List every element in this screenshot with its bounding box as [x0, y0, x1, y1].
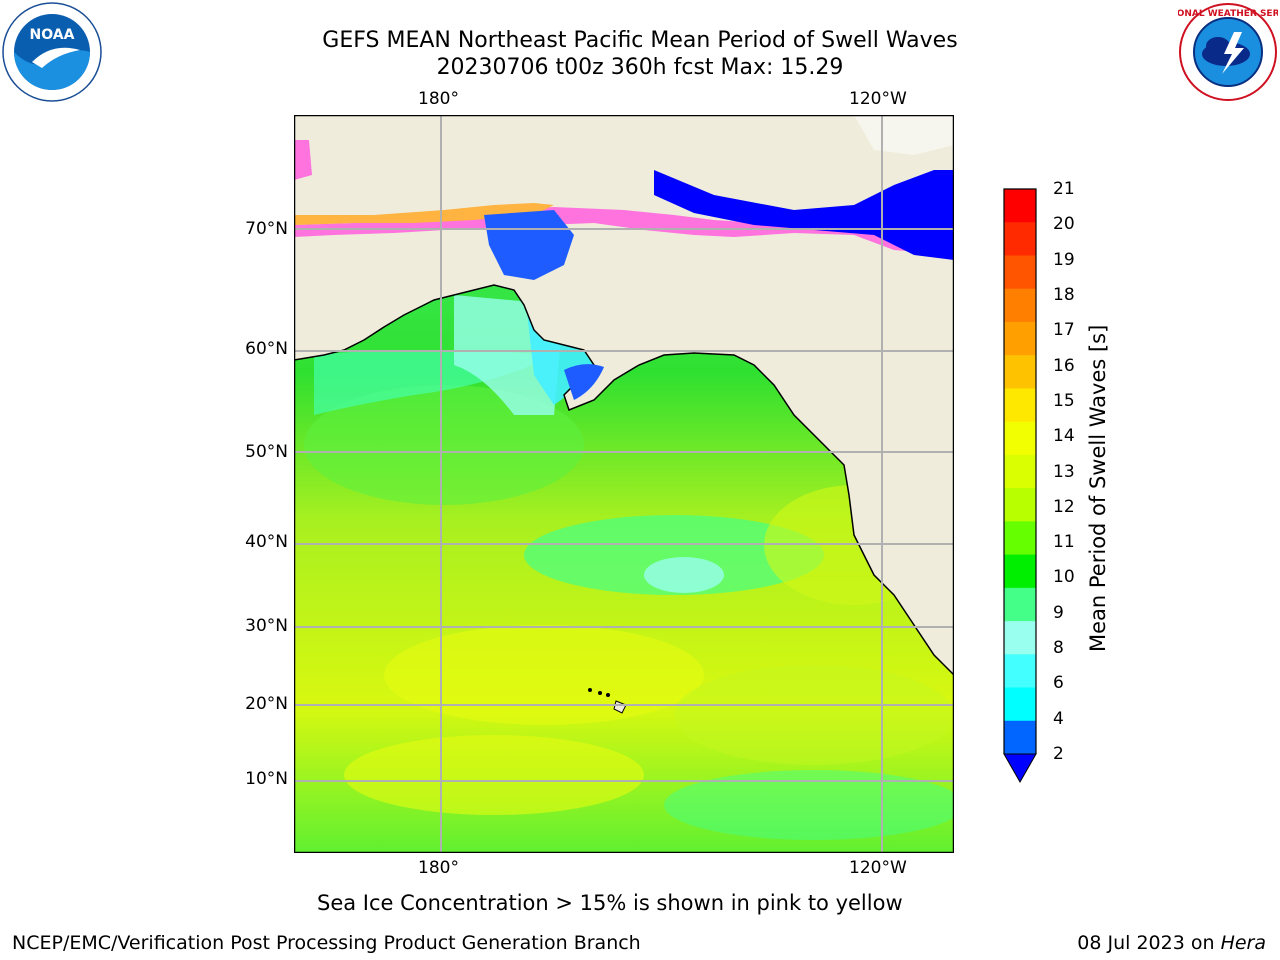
nws-logo: NATIONAL WEATHER SERVICE	[1153, 2, 1280, 102]
bottom-lon-label-120w: 120°W	[849, 858, 907, 878]
colorbar-swatch	[1004, 388, 1036, 423]
colorbar-tick-label: 20	[1053, 214, 1075, 235]
colorbar-title: Mean Period of Swell Waves [s]	[1086, 324, 1110, 652]
colorbar-tick-label: 11	[1053, 532, 1075, 553]
lat-label-50n: 50°N	[245, 442, 288, 462]
colorbar-tick-label: 8	[1053, 638, 1064, 659]
page-subtitle: 20230706 t00z 360h fcst Max: 15.29	[436, 55, 844, 80]
svg-text:NATIONAL WEATHER SERVICE: NATIONAL WEATHER SERVICE	[1178, 9, 1278, 19]
colorbar-tick-label: 12	[1053, 496, 1075, 517]
map-panel	[293, 114, 964, 854]
colorbar-swatch	[1004, 288, 1036, 323]
colorbar-swatch	[1004, 488, 1036, 522]
footer-date: 08 Jul 2023 on Hera	[1077, 932, 1266, 954]
colorbar-frame	[1003, 188, 1037, 754]
low-period-zone-arctic	[654, 170, 954, 260]
colorbar-swatch	[1004, 521, 1036, 556]
colorbar-swatch	[1004, 454, 1036, 489]
footer-credit: NCEP/EMC/Verification Post Processing Pr…	[12, 932, 641, 954]
colorbar-tick-label: 9	[1053, 602, 1064, 623]
colorbar-swatch	[1004, 421, 1036, 456]
coastline	[293, 284, 955, 676]
colorbar-tick-label: 15	[1053, 390, 1075, 411]
colorbar	[1000, 185, 1050, 785]
colorbar-under-extension	[1003, 753, 1037, 784]
colorbar-tick-label: 2	[1053, 744, 1064, 764]
colorbar-swatch	[1004, 222, 1036, 256]
land-mass	[294, 115, 954, 675]
colorbar-swatch	[1004, 255, 1036, 290]
top-lon-label-120w: 120°W	[849, 89, 907, 109]
colorbar-swatch	[1004, 189, 1036, 223]
colorbar-swatch	[1004, 720, 1036, 755]
bottom-lon-label-180: 180°	[418, 858, 459, 878]
sea-ice-edge	[294, 203, 554, 225]
top-lon-label-180: 180°	[418, 89, 459, 109]
noaa-logo-text: NOAA	[30, 27, 75, 43]
graticule	[294, 115, 954, 853]
colorbar-tick-label: 21	[1053, 179, 1075, 199]
page-title: GEFS MEAN Northeast Pacific Mean Period …	[322, 28, 958, 53]
colorbar-swatch	[1004, 321, 1036, 356]
lat-label-20n: 20°N	[245, 694, 288, 714]
sea-ice-note: Sea Ice Concentration > 15% is shown in …	[317, 891, 903, 915]
map-frame	[293, 114, 955, 854]
colorbar-tick-label: 19	[1053, 249, 1075, 270]
low-period-zone-chukchi	[484, 210, 574, 280]
colorbar-tick-label: 17	[1053, 320, 1075, 341]
colorbar-swatch	[1004, 654, 1036, 689]
colorbar-swatches	[1003, 188, 1037, 784]
colorbar-tick-label: 18	[1053, 284, 1075, 305]
lat-label-60n: 60°N	[245, 339, 288, 359]
noaa-logo-icon: NOAA	[2, 2, 102, 102]
footer-host: Hera	[1220, 932, 1266, 954]
colorbar-tick-label: 10	[1053, 567, 1075, 588]
colorbar-tick-label: 4	[1053, 708, 1064, 729]
swell-period-map	[293, 114, 964, 854]
colorbar-tick-label: 13	[1053, 461, 1075, 482]
colorbar-swatch	[1004, 621, 1036, 655]
lat-label-30n: 30°N	[245, 616, 288, 636]
colorbar-swatch	[1004, 687, 1036, 722]
colorbar-tick-label: 14	[1053, 426, 1075, 447]
nws-logo-icon: NATIONAL WEATHER SERVICE	[1153, 3, 1280, 101]
footer-date-text: 08 Jul 2023 on	[1077, 932, 1221, 954]
colorbar-swatch	[1004, 587, 1036, 622]
lat-label-70n: 70°N	[245, 219, 288, 239]
lat-label-10n: 10°N	[245, 769, 288, 789]
colorbar-swatch	[1004, 355, 1036, 389]
noaa-logo: NOAA	[2, 2, 102, 102]
colorbar-tick-label: 6	[1053, 673, 1064, 694]
colorbar-swatch	[1004, 554, 1036, 589]
colorbar-tick-label: 16	[1053, 355, 1075, 376]
lat-label-40n: 40°N	[245, 532, 288, 552]
